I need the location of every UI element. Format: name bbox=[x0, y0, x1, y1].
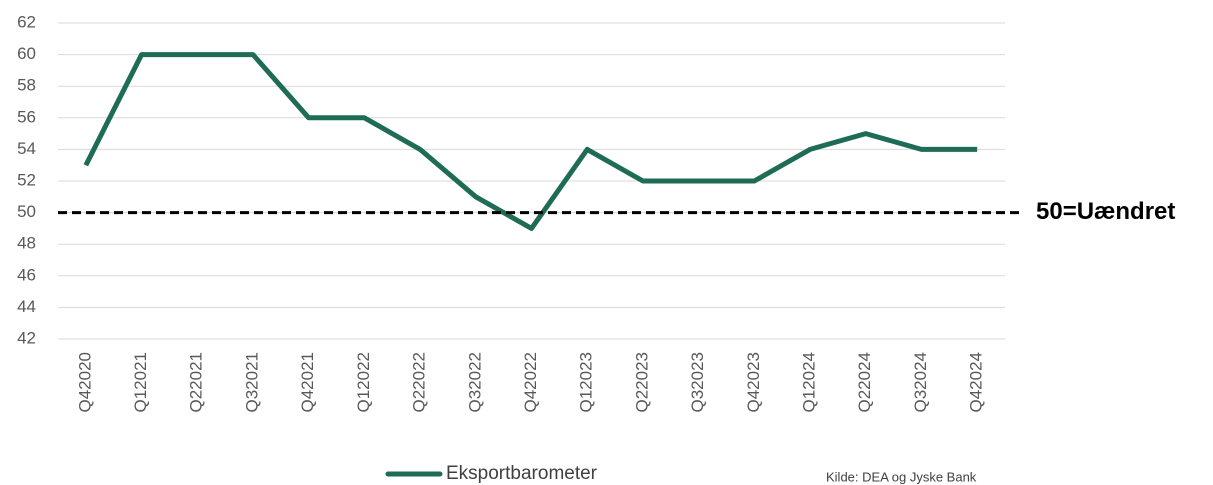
y-tick-label: 56 bbox=[17, 107, 36, 126]
reference-label: 50=Uændret bbox=[1036, 198, 1175, 225]
y-tick-label: 62 bbox=[17, 12, 36, 31]
x-tick-label: Q42020 bbox=[75, 352, 94, 413]
y-tick-label: 48 bbox=[17, 234, 36, 253]
x-tick-label: Q32023 bbox=[688, 352, 707, 413]
x-tick-label: Q12024 bbox=[800, 352, 819, 413]
x-tick-label: Q22024 bbox=[855, 352, 874, 413]
x-tick-label: Q22022 bbox=[410, 352, 429, 413]
line-series bbox=[83, 52, 978, 231]
y-tick-label: 52 bbox=[17, 170, 36, 189]
y-tick-label: 60 bbox=[17, 44, 36, 63]
x-tick-label: Q12022 bbox=[354, 352, 373, 413]
x-tick-label: Q42023 bbox=[744, 352, 763, 413]
y-tick-label: 50 bbox=[17, 202, 36, 221]
x-tick-label: Q12023 bbox=[577, 352, 596, 413]
y-tick-label: 44 bbox=[17, 297, 36, 316]
x-tick-label: Q32021 bbox=[242, 352, 261, 413]
x-tick-label: Q12021 bbox=[131, 352, 150, 413]
y-tick-label: 58 bbox=[17, 76, 36, 95]
x-tick-label: Q42024 bbox=[967, 352, 986, 413]
x-tick-label: Q42022 bbox=[521, 352, 540, 413]
x-tick-label: Q42021 bbox=[298, 352, 317, 413]
x-tick-label: Q22023 bbox=[632, 352, 651, 413]
legend-label: Eksportbarometer bbox=[446, 463, 598, 484]
source: Kilde: DEA og Jyske Bank bbox=[826, 469, 977, 484]
x-tick-label: Q32022 bbox=[465, 352, 484, 413]
y-tick-label: 42 bbox=[17, 328, 36, 347]
y-tick-label: 46 bbox=[17, 265, 36, 284]
y-tick-label: 54 bbox=[17, 139, 36, 158]
x-tick-label: Q32024 bbox=[911, 352, 930, 413]
x-tick-label: Q22021 bbox=[187, 352, 206, 413]
